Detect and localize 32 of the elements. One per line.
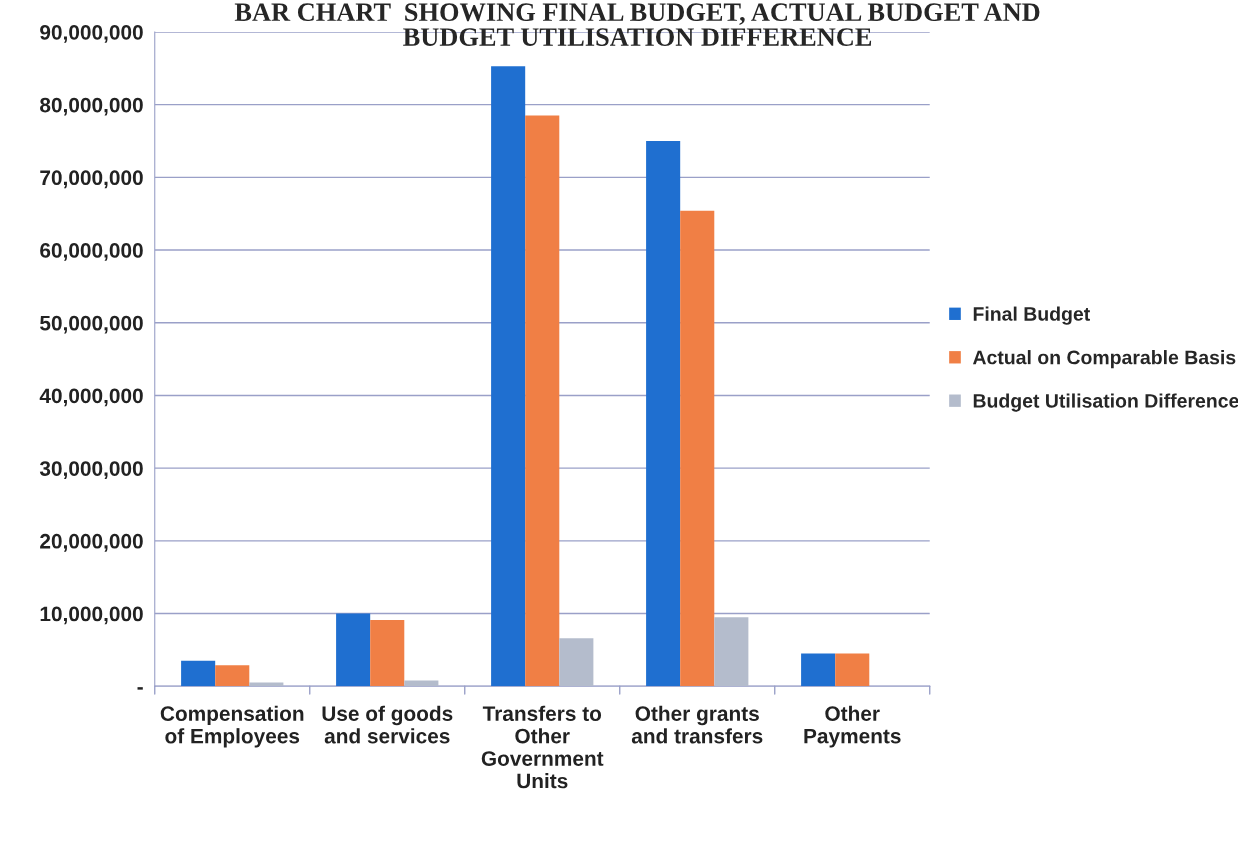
bar bbox=[491, 66, 526, 687]
bar bbox=[801, 653, 836, 687]
y-tick-label: 30,000,000 bbox=[39, 461, 143, 479]
bar bbox=[714, 617, 749, 687]
y-tick-label: 40,000,000 bbox=[39, 388, 143, 407]
bar bbox=[559, 638, 594, 687]
bar bbox=[336, 613, 371, 687]
bar bbox=[680, 210, 715, 687]
bar bbox=[181, 660, 216, 687]
bar bbox=[646, 141, 681, 687]
legend-label: Budget Utilisation Difference bbox=[973, 393, 1238, 412]
x-tick-label: Use of goods and services bbox=[322, 705, 453, 744]
y-tick-label: 50,000,000 bbox=[40, 315, 143, 334]
y-tick-label: 60,000,000 bbox=[40, 243, 143, 261]
y-tick-label: 80,000,000 bbox=[40, 97, 143, 116]
bar bbox=[404, 680, 439, 687]
y-tick-label: - bbox=[137, 687, 143, 690]
bar bbox=[835, 653, 870, 687]
x-tick-label: Other grants and transfers bbox=[631, 705, 763, 744]
chart-title: BAR CHART SHOWING FINAL BUDGET, ACTUAL BUDGET AND BUDGET UTILISATION DIFFERENCE bbox=[234, 3, 1040, 46]
x-tick-label: Other Payments bbox=[804, 705, 901, 748]
bar bbox=[525, 115, 560, 687]
x-tick-label: Transfers to Other Government Units bbox=[481, 705, 604, 789]
y-tick-label: 10,000,000 bbox=[40, 606, 143, 625]
y-tick-label: 20,000,000 bbox=[40, 533, 143, 552]
y-tick-label: 70,000,000 bbox=[40, 170, 143, 189]
x-tick-label: Compensation of Employees bbox=[160, 705, 304, 748]
legend-label: Actual on Comparable Basis bbox=[972, 350, 1236, 369]
legend-label: Final Budget bbox=[973, 306, 1090, 325]
bar bbox=[215, 665, 250, 687]
bar bbox=[370, 620, 405, 687]
y-tick-label: 90,000,000 bbox=[40, 24, 143, 43]
